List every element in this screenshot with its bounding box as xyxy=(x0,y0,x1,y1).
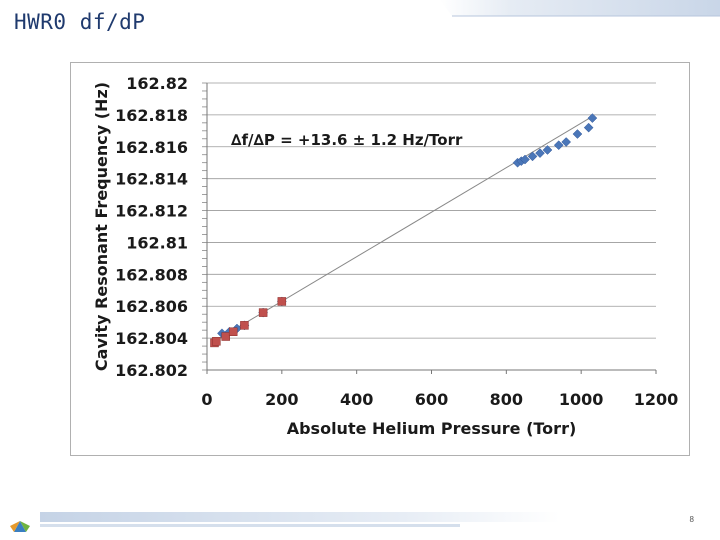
data-point-diamond xyxy=(583,122,594,133)
data-point-diamond xyxy=(527,151,538,162)
x-tick-label: 1200 xyxy=(634,390,679,409)
y-tick-label: 162.82 xyxy=(126,74,188,93)
trendline xyxy=(214,116,593,342)
data-point-diamond xyxy=(542,145,553,155)
data-point-square xyxy=(228,327,238,336)
x-tick-label: 200 xyxy=(265,390,298,409)
x-axis-title: Absolute Helium Pressure (Torr) xyxy=(287,419,577,438)
y-tick-label: 162.806 xyxy=(115,297,188,316)
data-point-square xyxy=(240,321,249,330)
y-tick-label: 162.814 xyxy=(115,170,188,189)
x-tick-label: 400 xyxy=(340,390,373,409)
x-tick-label: 600 xyxy=(415,390,448,409)
y-tick-label: 162.816 xyxy=(115,138,188,157)
y-tick-label: 162.802 xyxy=(115,361,188,380)
data-point-diamond xyxy=(553,140,564,151)
data-point-square xyxy=(277,297,287,306)
y-axis-title: Cavity Resonant Frequency (Hz) xyxy=(92,82,111,371)
y-tick-label: 162.804 xyxy=(115,329,188,348)
y-tick-label: 162.812 xyxy=(115,202,188,221)
y-tick-label: 162.808 xyxy=(115,265,188,284)
y-tick-label: 162.81 xyxy=(126,233,188,252)
data-point-diamond xyxy=(572,129,583,139)
chart-frame: 162.82 162.818 162.816 162.814 162.812 162.81… xyxy=(70,62,690,456)
x-tick-label: 1000 xyxy=(559,390,604,409)
y-tick-label: 162.818 xyxy=(115,106,188,125)
data-point-square xyxy=(258,308,268,317)
x-tick-label: 0 xyxy=(201,390,212,409)
data-point-square xyxy=(212,337,221,346)
data-point-diamond xyxy=(520,154,530,165)
data-point-diamond xyxy=(587,113,598,123)
x-tick-label: 800 xyxy=(490,390,523,409)
footer-decoration xyxy=(10,512,560,532)
page-number: 8 xyxy=(689,515,694,524)
logo-icon xyxy=(10,521,30,532)
data-point-diamond xyxy=(561,137,572,147)
slide-title: HWR0 df/dP xyxy=(14,10,146,34)
slope-annotation: ∆f/∆P = +13.6 ± 1.2 Hz/Torr xyxy=(231,131,463,149)
data-point-square xyxy=(221,332,230,341)
header-banner-decoration xyxy=(440,0,720,17)
frequency-vs-pressure-chart: 162.82 162.818 162.816 162.814 162.812 162.81… xyxy=(92,74,679,438)
data-point-diamond xyxy=(535,148,545,159)
